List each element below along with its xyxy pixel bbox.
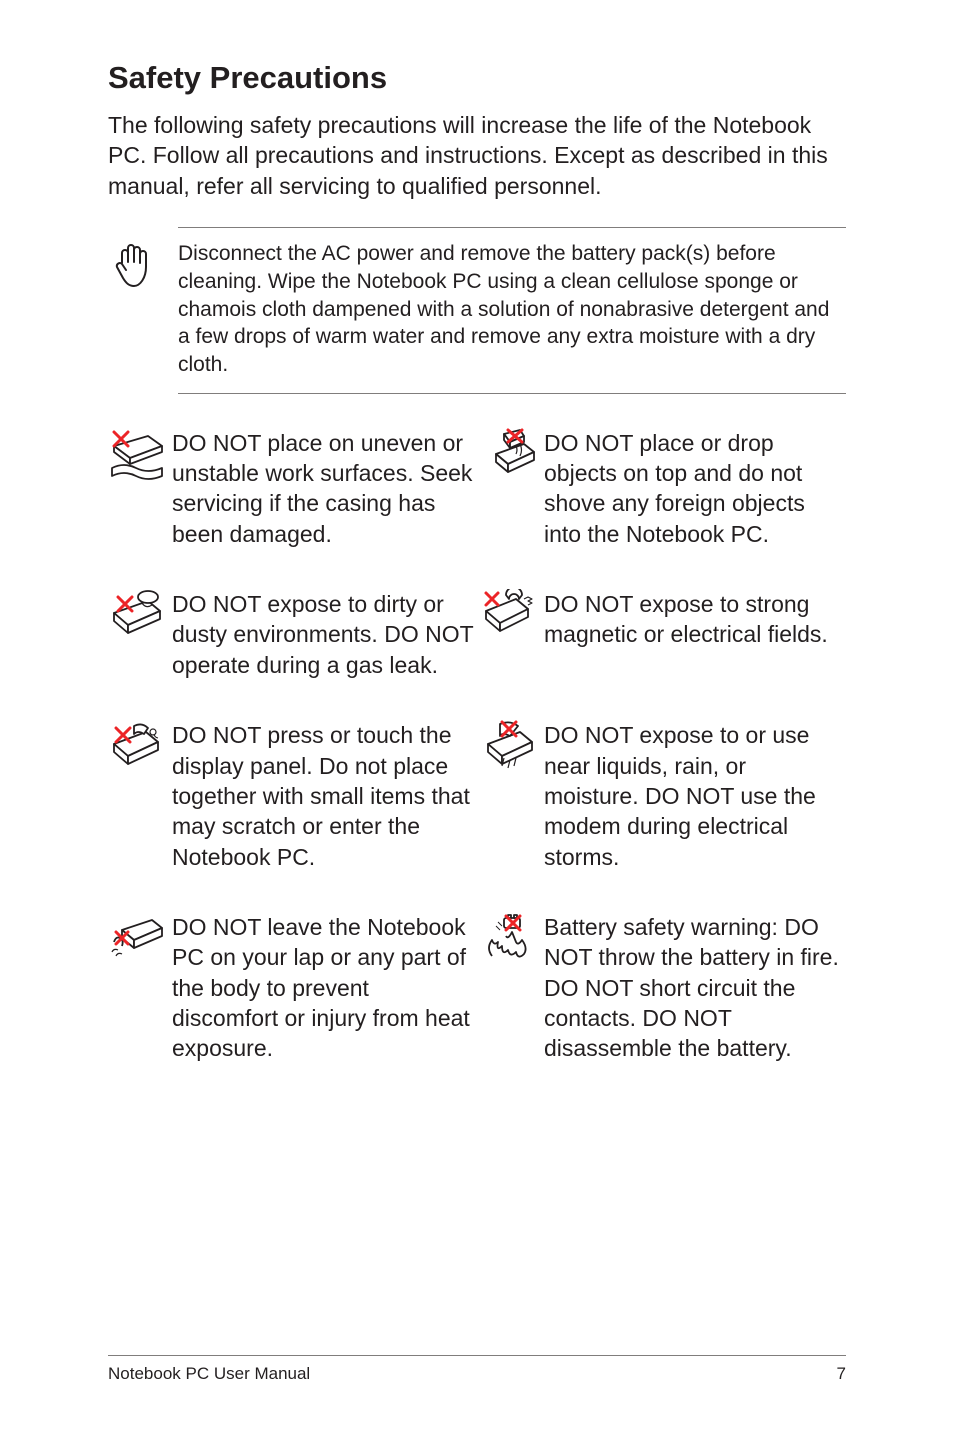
footer-text-left: Notebook PC User Manual: [108, 1364, 310, 1384]
notice-text: Disconnect the AC power and remove the b…: [178, 240, 846, 379]
touch-display-icon: [108, 720, 166, 774]
page-number: 7: [837, 1364, 846, 1384]
precaution-text: DO NOT expose to strong magnetic or elec…: [544, 589, 846, 650]
precaution-text: DO NOT press or touch the display panel.…: [172, 720, 474, 872]
precaution-grid: DO NOT place on uneven or unstable work …: [108, 428, 846, 1064]
intro-paragraph: The following safety precautions will in…: [108, 110, 846, 201]
precaution-item: DO NOT place on uneven or unstable work …: [108, 428, 474, 549]
dust-icon: [108, 589, 166, 643]
precaution-item: Battery safety warning: DO NOT throw the…: [480, 912, 846, 1064]
precaution-text: DO NOT expose to dirty or dusty environm…: [172, 589, 474, 680]
page-title: Safety Precautions: [108, 60, 846, 96]
precaution-text: DO NOT place or drop objects on top and …: [544, 428, 846, 549]
lap-heat-icon: [108, 912, 166, 966]
precaution-text: DO NOT place on uneven or unstable work …: [172, 428, 474, 549]
liquid-icon: [480, 720, 538, 774]
precaution-item: DO NOT expose to or use near liquids, ra…: [480, 720, 846, 872]
precaution-item: DO NOT leave the Notebook PC on your lap…: [108, 912, 474, 1064]
precaution-item: DO NOT expose to strong magnetic or elec…: [480, 589, 846, 680]
notice-box: Disconnect the AC power and remove the b…: [178, 227, 846, 394]
hand-stop-icon: [112, 242, 156, 290]
battery-fire-icon: [480, 912, 538, 966]
uneven-surface-icon: [108, 428, 166, 482]
precaution-item: DO NOT press or touch the display panel.…: [108, 720, 474, 872]
magnet-icon: [480, 589, 538, 643]
precaution-item: DO NOT place or drop objects on top and …: [480, 428, 846, 549]
drop-object-icon: [480, 428, 538, 482]
precaution-item: DO NOT expose to dirty or dusty environm…: [108, 589, 474, 680]
footer-divider: [108, 1355, 846, 1356]
precaution-text: DO NOT leave the Notebook PC on your lap…: [172, 912, 474, 1064]
precaution-text: DO NOT expose to or use near liquids, ra…: [544, 720, 846, 872]
precaution-text: Battery safety warning: DO NOT throw the…: [544, 912, 846, 1064]
